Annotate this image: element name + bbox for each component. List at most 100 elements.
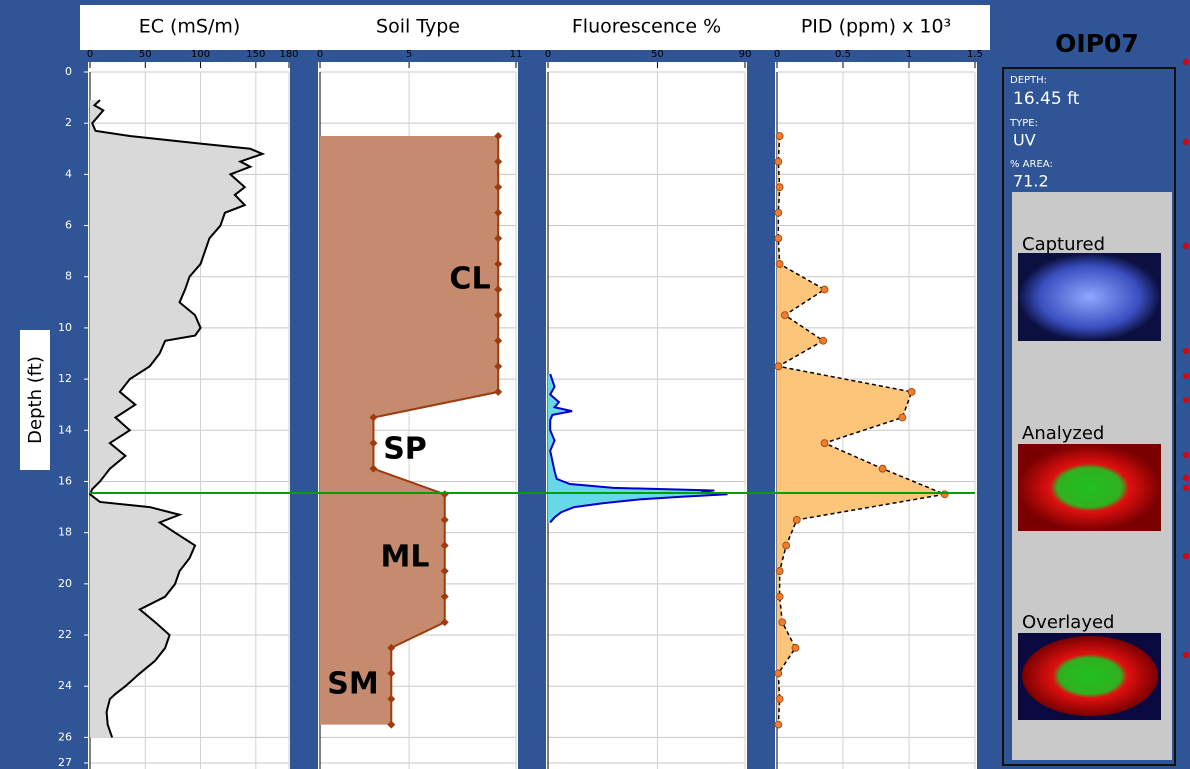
x-tick-label: 5 xyxy=(406,49,412,60)
marker xyxy=(494,208,503,217)
marker xyxy=(494,362,503,371)
y-tick-label: 4 xyxy=(65,167,72,180)
marker xyxy=(898,413,907,422)
y-tick-label: 2 xyxy=(65,116,72,129)
panel-title: EC (mS/m) xyxy=(139,16,241,38)
marker xyxy=(387,720,396,729)
marker xyxy=(775,183,784,192)
marker xyxy=(775,132,784,140)
marker xyxy=(440,618,449,627)
header-band xyxy=(80,5,990,50)
area-fill xyxy=(777,135,945,725)
image-analyzed xyxy=(1018,444,1161,531)
info-label: TYPE: xyxy=(1009,118,1038,129)
marker xyxy=(494,234,503,243)
marker xyxy=(494,387,503,396)
x-tick-label: 1 xyxy=(906,49,912,60)
side-box xyxy=(1002,67,1176,766)
data-line xyxy=(548,373,728,524)
marker xyxy=(369,413,378,422)
y-tick-label: 26 xyxy=(58,730,72,743)
x-tick-label: 100 xyxy=(191,49,210,60)
image-overlay xyxy=(1022,636,1158,716)
y-tick-label: 6 xyxy=(65,219,72,232)
marker xyxy=(387,695,396,704)
marker xyxy=(774,720,783,729)
marker xyxy=(778,618,787,627)
marker xyxy=(440,515,449,524)
marker xyxy=(791,643,800,652)
x-tick-label: 150 xyxy=(246,49,265,60)
image-label: Captured xyxy=(1022,234,1105,255)
image-depth-dots xyxy=(1183,59,1189,658)
marker xyxy=(774,234,783,243)
area-fill xyxy=(90,100,263,738)
image-label: Analyzed xyxy=(1022,423,1104,444)
marker xyxy=(494,183,503,192)
marker xyxy=(775,592,784,601)
marker xyxy=(774,669,783,678)
y-tick-label: 20 xyxy=(58,577,72,590)
y-tick-label: 22 xyxy=(58,628,72,641)
x-tick-label: 50 xyxy=(651,49,664,60)
x-tick-label: 90 xyxy=(739,49,752,60)
info-value: 16.45 ft xyxy=(1013,89,1080,109)
ylabel-bg xyxy=(20,330,50,470)
info-label: % AREA: xyxy=(1010,159,1053,170)
marker xyxy=(369,439,378,448)
soil-label: SP xyxy=(383,432,427,467)
data-line xyxy=(372,135,500,725)
marker xyxy=(774,157,783,166)
marker xyxy=(494,259,503,268)
marker xyxy=(387,643,396,652)
y-axis-label: Depth (ft) xyxy=(25,356,46,444)
image-label: Overlayed xyxy=(1022,612,1114,633)
marker xyxy=(940,490,949,499)
side-title: OIP07 xyxy=(1055,29,1139,58)
marker xyxy=(440,592,449,601)
marker xyxy=(820,439,829,447)
y-tick-label: 24 xyxy=(58,679,72,692)
data-line xyxy=(88,99,266,738)
marker xyxy=(774,362,783,371)
marker xyxy=(792,515,801,524)
info-value: 71.2 xyxy=(1013,172,1049,191)
y-tick-label: 8 xyxy=(65,270,72,283)
marker xyxy=(369,464,378,473)
x-tick-label: 1.5 xyxy=(967,49,983,60)
x-tick-label: 50 xyxy=(139,49,152,60)
marker xyxy=(782,541,791,550)
panel-bg xyxy=(546,62,747,769)
marker xyxy=(494,311,503,320)
marker xyxy=(775,260,784,268)
marker xyxy=(781,311,789,320)
x-tick-label: 0 xyxy=(87,49,93,60)
info-label: DEPTH: xyxy=(1010,75,1047,86)
marker xyxy=(440,567,449,576)
y-tick-label: 18 xyxy=(58,526,72,539)
x-tick-label: 11 xyxy=(510,49,523,60)
marker xyxy=(775,567,784,575)
side-panel: OIP07 DEPTH: 16.45 ft TYPE: UV % AREA: 7… xyxy=(1002,29,1189,766)
marker xyxy=(819,336,828,345)
y-tick-label: 12 xyxy=(58,372,72,385)
panel-title: Fluorescence % xyxy=(572,16,721,38)
marker xyxy=(878,464,887,473)
area-fill xyxy=(320,135,499,725)
soil-label: CL xyxy=(449,262,490,297)
y-tick-label: 16 xyxy=(58,474,72,487)
soil-label: SM xyxy=(327,667,378,702)
marker xyxy=(907,388,916,396)
y-tick-label: 27 xyxy=(58,756,72,769)
panel-title: Soil Type xyxy=(376,16,460,38)
image-captured xyxy=(1018,253,1161,341)
marker xyxy=(387,669,396,678)
x-tick-label: 0.5 xyxy=(835,49,851,60)
x-tick-label: 0 xyxy=(774,49,780,60)
x-tick-label: 180 xyxy=(279,49,298,60)
marker xyxy=(494,157,503,166)
marker xyxy=(440,541,449,550)
y-tick-label: 10 xyxy=(58,321,72,334)
panel-title: PID (ppm) x 10³ xyxy=(801,16,951,38)
